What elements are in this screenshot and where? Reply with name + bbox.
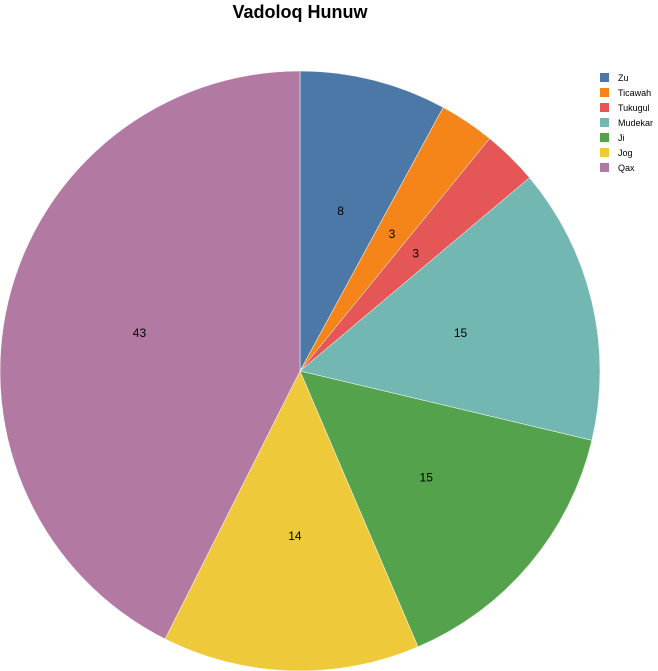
legend-item-ticawah: Ticawah	[600, 85, 653, 100]
legend-item-qax: Qax	[600, 160, 653, 175]
legend-item-mudekar: Mudekar	[600, 115, 653, 130]
legend-item-ji: Ji	[600, 130, 653, 145]
data-label-jog: 14	[288, 529, 302, 543]
legend-label: Ji	[618, 132, 625, 143]
legend-swatch	[600, 118, 609, 127]
legend-swatch	[600, 103, 609, 112]
legend-label: Ticawah	[618, 87, 652, 98]
pie-chart: 8 3 3 15 15 14 43	[0, 70, 600, 671]
data-label-zu: 8	[337, 204, 344, 218]
legend-label: Mudekar	[618, 117, 654, 128]
legend-label: Tukugul	[618, 102, 650, 113]
data-label-ticawah: 3	[389, 227, 396, 241]
legend-label: Jog	[618, 147, 633, 158]
data-label-mudekar: 15	[454, 326, 468, 340]
legend-item-jog: Jog	[600, 145, 653, 160]
legend-swatch	[600, 88, 609, 97]
pie-slice-zu	[299, 70, 444, 372]
legend-item-tukugul: Tukugul	[600, 100, 653, 115]
legend-swatch	[600, 163, 609, 172]
legend-swatch	[600, 73, 609, 82]
data-label-tukugul: 3	[412, 246, 419, 260]
pie-slice-ji	[299, 370, 593, 648]
legend-swatch	[600, 133, 609, 142]
legend-label: Qax	[618, 162, 635, 173]
pie-slice-mudekar	[299, 177, 600, 441]
legend: Zu Ticawah Tukugul Mudekar Ji Jog Qax	[600, 70, 653, 175]
legend-item-zu: Zu	[600, 70, 653, 85]
pie-slice-qax	[0, 70, 301, 640]
legend-swatch	[600, 148, 609, 157]
legend-label: Zu	[618, 72, 629, 83]
data-label-qax: 43	[133, 326, 147, 340]
chart-title: Vadoloq Hunuw	[232, 2, 368, 22]
data-label-ji: 15	[420, 470, 434, 484]
